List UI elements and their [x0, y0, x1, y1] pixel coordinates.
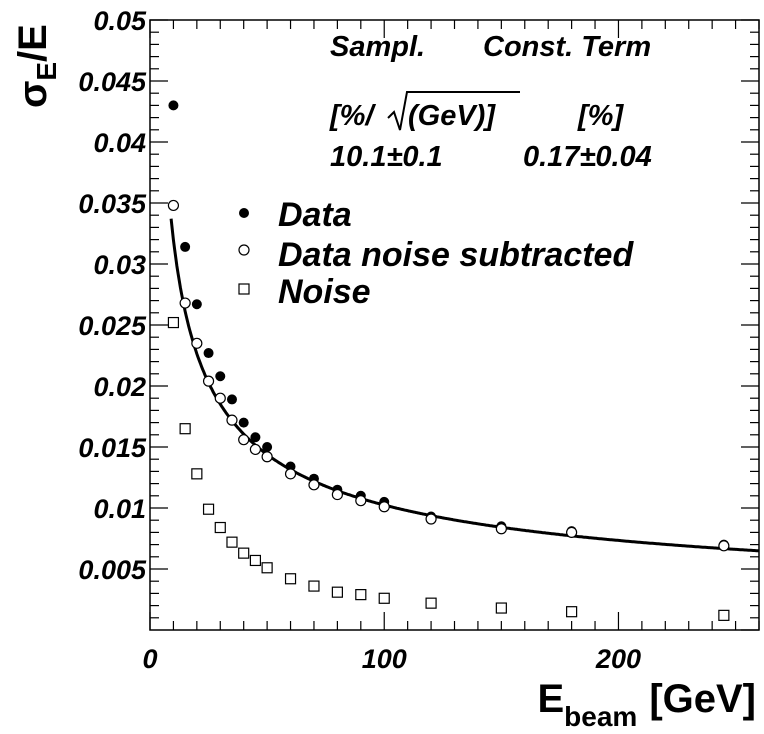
data-point-noise-subtracted [495, 523, 507, 535]
data-point-noise-subtracted [214, 392, 226, 404]
y-axis: 0.005 0.01 0.015 0.02 0.025 0.03 0.035 0.04 0.04… [78, 6, 759, 631]
y-tick-label: 0.015 [78, 433, 147, 463]
data-point-noise-subtracted [718, 540, 730, 552]
data-point-filled [168, 100, 179, 111]
y-tick-label: 0.025 [78, 311, 147, 341]
data-point-noise-subtracted [167, 199, 180, 212]
annotation-unit-left-b: (GeV)] [408, 100, 496, 132]
data-point-noise [425, 597, 437, 609]
data-point-noise-subtracted [331, 488, 343, 501]
y-axis-title: σE/E [11, 24, 62, 108]
y-tick-label: 0.02 [93, 372, 146, 402]
data-point-noise [331, 586, 343, 598]
annotation-value-left: 10.1±0.1 [330, 141, 443, 173]
data-point-noise [202, 503, 215, 515]
legend-label-noise: Noise [278, 273, 371, 311]
legend-marker-data [239, 208, 249, 218]
data-point-noise [238, 547, 250, 559]
annotation-header-right: Const. Term [483, 31, 651, 63]
data-point-noise-subtracted [179, 297, 191, 309]
legend-label-data: Data [278, 196, 352, 234]
data-point-filled [226, 394, 237, 405]
data-point-noise-subtracted [425, 513, 437, 525]
annotation-header-left: Sampl. [330, 31, 425, 63]
data-point-filled [238, 417, 249, 428]
x-tick-label: 100 [362, 644, 407, 674]
legend: Data Data noise subtracted Noise [238, 196, 634, 311]
data-point-filled [180, 241, 191, 252]
data-point-noise [378, 592, 390, 604]
y-tick-label: 0.01 [93, 494, 146, 524]
data-point-filled [215, 371, 226, 382]
data-point-noise [249, 554, 262, 567]
annotation-value-right: 0.17±0.04 [523, 141, 652, 173]
data-point-noise-subtracted [202, 375, 215, 387]
data-point-noise-subtracted [249, 443, 262, 456]
data-point-noise-subtracted [284, 468, 297, 480]
data-point-noise [214, 521, 226, 534]
legend-marker-noise [238, 283, 250, 295]
x-tick-label: 200 [595, 644, 641, 674]
x-axis: 0 100 200 [142, 20, 760, 674]
annotation-unit-right: [%] [577, 100, 624, 132]
x-tick-label: 0 [142, 644, 157, 674]
x-axis-title-unit: [GeV] [649, 677, 756, 721]
y-tick-label: 0.03 [93, 250, 146, 280]
y-axis-title-tail: /E [11, 24, 55, 62]
data-point-noise-subtracted [191, 337, 203, 349]
legend-marker-noise-subtracted [238, 244, 250, 256]
data-point-noise [167, 316, 180, 329]
y-axis-title-sigma: σ [11, 81, 55, 108]
data-points [167, 100, 730, 621]
sqrt-symbol [387, 91, 520, 131]
data-point-noise-subtracted [238, 434, 250, 446]
data-point-noise-subtracted [378, 501, 390, 513]
data-point-filled [191, 299, 202, 310]
data-point-noise [495, 602, 507, 614]
y-tick-label: 0.035 [78, 189, 147, 219]
y-axis-title-sub: E [31, 62, 62, 81]
data-point-noise-subtracted [355, 495, 367, 507]
data-point-noise-subtracted [566, 526, 578, 539]
svg-text:σE/E: σE/E [11, 24, 62, 108]
data-point-noise-subtracted [261, 451, 273, 463]
data-point-noise-subtracted [226, 414, 238, 426]
data-point-noise [191, 468, 203, 480]
x-axis-title: Ebeam [GeV] [537, 677, 756, 732]
data-point-filled [203, 348, 214, 359]
data-point-noise [261, 562, 273, 574]
data-point-noise [566, 606, 578, 618]
legend-label-noise-subtracted: Data noise subtracted [278, 236, 634, 274]
data-point-noise [284, 573, 297, 585]
annotation-unit-left-a: [%/ [329, 100, 376, 132]
data-point-noise [308, 580, 320, 592]
data-point-filled [262, 442, 273, 452]
data-point-filled [250, 432, 261, 443]
data-point-noise [179, 423, 191, 435]
y-tick-label: 0.045 [78, 67, 147, 97]
data-point-noise [355, 589, 367, 601]
x-axis-title-sub: beam [564, 701, 637, 732]
data-point-noise-subtracted [308, 479, 320, 491]
data-point-noise [226, 536, 238, 548]
y-tick-label: 0.005 [78, 555, 147, 585]
data-point-noise [718, 609, 730, 621]
y-tick-label: 0.05 [93, 6, 147, 36]
y-tick-label: 0.04 [93, 128, 146, 158]
x-axis-title-main: E [537, 677, 564, 721]
